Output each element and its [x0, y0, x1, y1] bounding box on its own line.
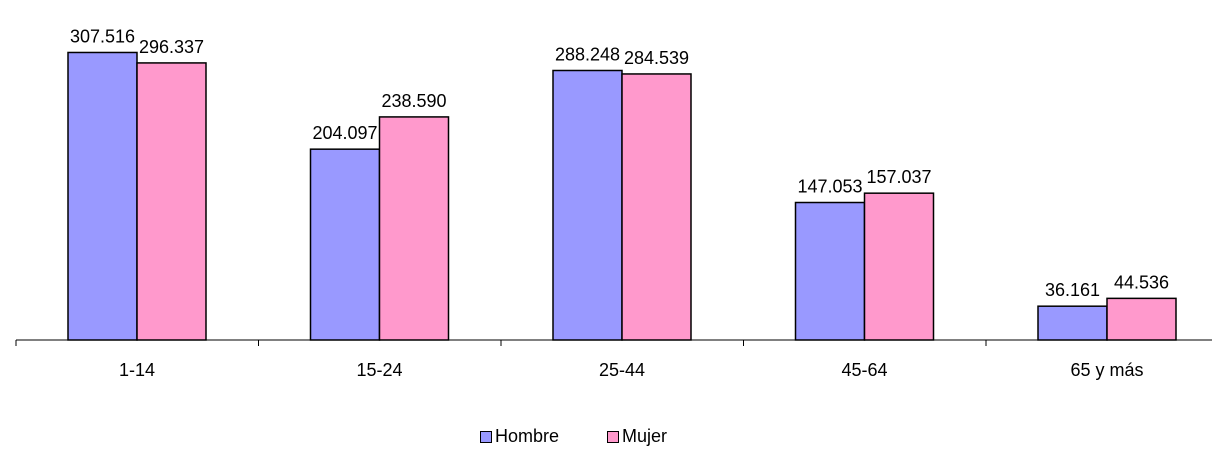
x-tick-label-1: 15-24 — [356, 360, 402, 380]
bar-hombre-4 — [1037, 305, 1108, 341]
data-label-mujer-2: 284.539 — [624, 48, 689, 68]
data-label-mujer-4: 44.536 — [1114, 272, 1169, 292]
bar-mujer-0 — [136, 62, 207, 341]
x-tick-label-2: 25-44 — [599, 360, 645, 380]
legend-label-hombre: Hombre — [495, 426, 560, 446]
legend-item-hombre: Hombre — [480, 426, 559, 447]
legend: Hombre Mujer — [0, 426, 1212, 450]
bar-hombre-2 — [552, 69, 623, 341]
bar-hombre-0 — [67, 51, 138, 341]
legend-swatch-hombre — [480, 430, 492, 443]
bar-hombre-1 — [309, 148, 381, 341]
legend-swatch-mujer — [607, 430, 619, 443]
data-label-hombre-2: 288.248 — [555, 44, 620, 64]
x-tick-label-4: 65 y más — [1070, 360, 1143, 380]
data-label-hombre-3: 147.053 — [797, 177, 862, 197]
data-label-hombre-0: 307.516 — [70, 26, 135, 46]
data-label-hombre-4: 36.161 — [1045, 280, 1100, 300]
bar-mujer-2 — [621, 73, 692, 341]
data-label-mujer-1: 238.590 — [381, 91, 446, 111]
bar-mujer-4 — [1106, 297, 1177, 341]
bar-hombre-3 — [794, 201, 866, 341]
legend-label-mujer: Mujer — [622, 426, 668, 446]
x-tick-label-3: 45-64 — [841, 360, 887, 380]
bar-mujer-3 — [863, 192, 935, 341]
legend-item-mujer: Mujer — [607, 426, 667, 447]
data-label-mujer-0: 296.337 — [139, 37, 204, 57]
data-label-mujer-3: 157.037 — [866, 167, 931, 187]
data-label-hombre-1: 204.097 — [312, 123, 377, 143]
x-tick-label-0: 1-14 — [119, 360, 155, 380]
bar-mujer-1 — [378, 116, 450, 341]
